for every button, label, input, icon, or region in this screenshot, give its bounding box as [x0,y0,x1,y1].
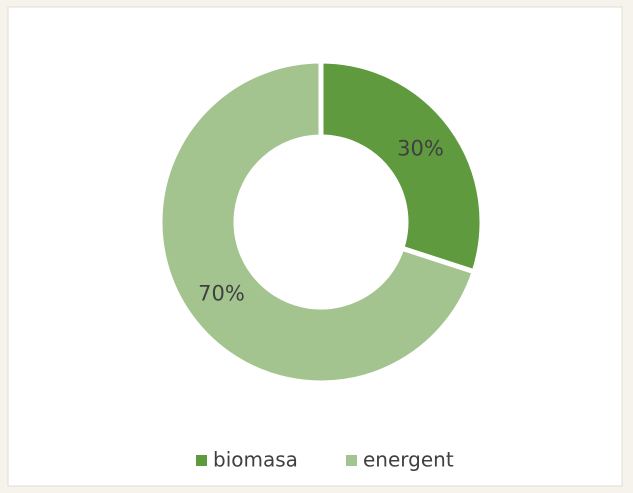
legend-swatch [346,455,357,466]
legend-label: energent [363,448,454,472]
donut-slice [157,58,478,386]
donut-slice [318,58,485,275]
legend-swatch [196,455,207,466]
data-label: 30% [397,137,444,161]
legend-label: biomasa [213,448,298,472]
data-label: 70% [198,281,245,305]
